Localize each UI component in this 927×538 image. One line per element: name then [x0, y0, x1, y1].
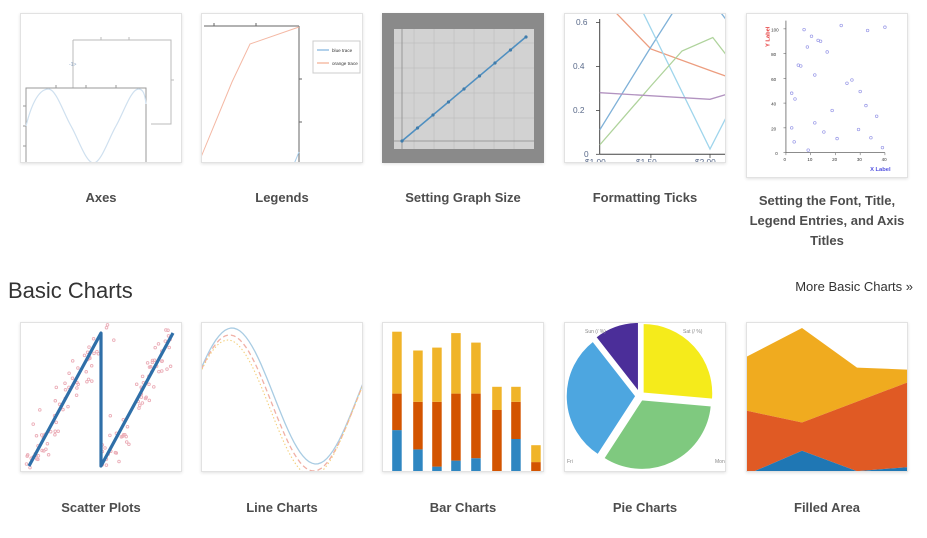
svg-text:$1.00: $1.00 [585, 157, 606, 163]
svg-text:X Label: X Label [870, 167, 891, 173]
svg-text:100: 100 [771, 27, 779, 32]
svg-text:20: 20 [832, 157, 838, 162]
svg-text:10: 10 [807, 157, 813, 162]
svg-text:40: 40 [771, 102, 777, 107]
svg-text:80: 80 [771, 52, 777, 57]
svg-text:$2.00: $2.00 [695, 157, 716, 163]
svg-text:0.2: 0.2 [573, 105, 585, 115]
svg-text:0: 0 [775, 151, 778, 156]
svg-text:-1>: -1> [69, 62, 76, 68]
svg-text:blue trace: blue trace [332, 48, 353, 53]
svg-text:40: 40 [882, 157, 888, 162]
svg-text:0.6: 0.6 [576, 17, 588, 27]
svg-text:20: 20 [771, 126, 777, 131]
svg-text:Fri: Fri [567, 459, 573, 465]
svg-text:$1.50: $1.50 [636, 157, 657, 163]
svg-text:Sun (/ %): Sun (/ %) [585, 329, 606, 335]
svg-text:Mon: Mon [715, 459, 725, 465]
svg-text:0: 0 [783, 157, 786, 162]
svg-text:Sat (/ %): Sat (/ %) [683, 329, 703, 335]
svg-text:Y Label: Y Label [765, 26, 771, 47]
svg-text:orange trace: orange trace [332, 61, 358, 66]
svg-text:60: 60 [771, 77, 777, 82]
svg-text:30: 30 [857, 157, 863, 162]
svg-text:0.4: 0.4 [573, 61, 585, 71]
